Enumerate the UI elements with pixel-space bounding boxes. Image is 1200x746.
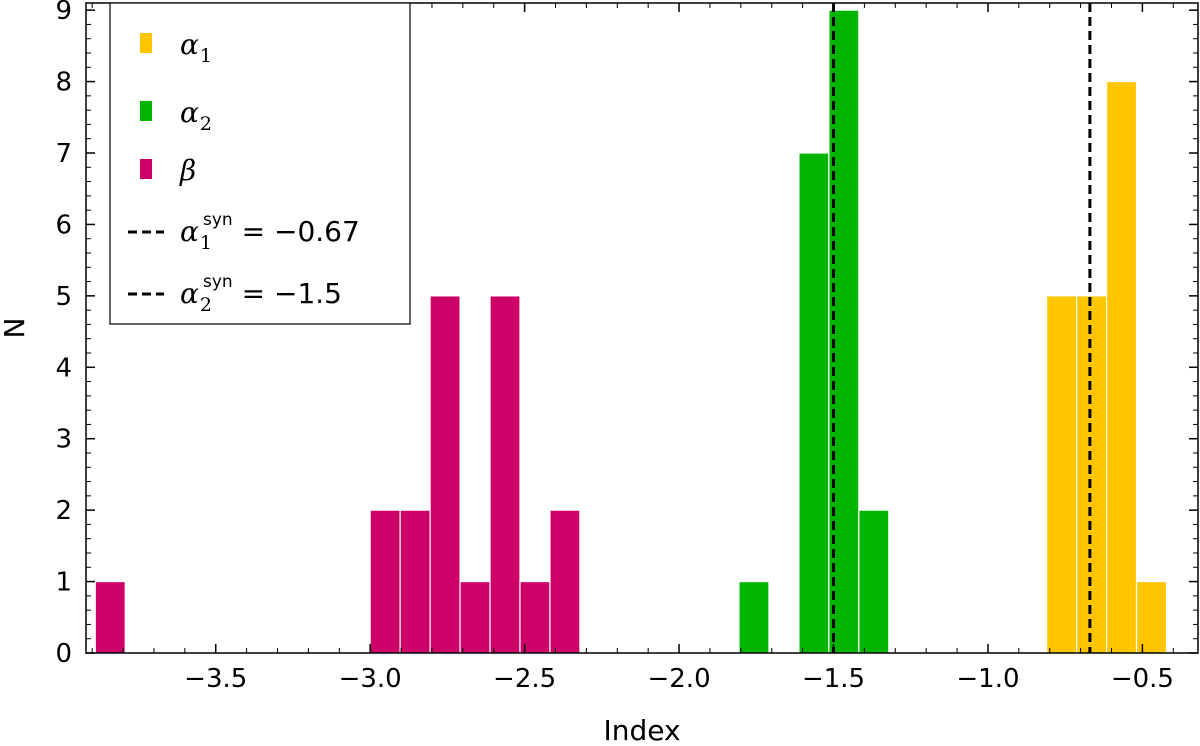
legend-label-alpha-2-syn: α2syn = −1.5 [180,272,342,316]
plot-frame [85,2,1199,654]
x-tick-label: −3.0 [339,664,402,694]
x-tick-label: −1.0 [956,664,1019,694]
bar-alpha1-2 [1105,80,1138,654]
legend: α1 α2 β α1syn = −0.67 α2syn = −1.5 [109,2,411,325]
bar-alpha1-1 [1076,295,1108,654]
legend-label-beta: β [179,154,196,187]
legend-label-alpha-1-syn: α1syn = −0.67 [180,210,360,254]
bar-alpha2-1 [798,152,830,654]
bar-beta-1 [369,509,401,654]
legend-swatch-alpha2 [140,101,152,121]
y-tick-label: 5 [55,282,72,312]
y-tick-label: 2 [55,496,72,526]
legend-swatch-alpha1 [140,33,152,53]
bar-beta-0 [94,580,126,654]
y-tick-label: 4 [55,353,72,383]
bar-beta-7 [549,509,581,654]
x-axis-ticks: −3.5 −3.0 −2.5 −2.0 −1.5 −1.0 −0.5 [91,3,1174,694]
legend-box [109,2,411,325]
bar-alpha2-0 [738,580,770,654]
bar-beta-2 [399,509,431,654]
bar-alpha1-0 [1046,295,1078,654]
y-tick-label: 6 [55,210,72,240]
bar-beta-3 [429,295,461,654]
legend-label-alpha2: α2 [180,96,212,135]
legend-swatch-beta [140,159,152,179]
bar-alpha1-3 [1135,580,1168,654]
y-tick-label: 0 [55,639,72,669]
bar-beta-6 [519,580,551,654]
x-axis-title: Index [603,714,680,746]
bar-beta-5 [489,295,521,654]
x-tick-label: −3.5 [184,664,247,694]
bar-beta-4 [459,580,491,654]
y-tick-label: 3 [55,425,72,455]
y-tick-label: 7 [55,139,72,169]
x-tick-label: −2.5 [493,664,556,694]
bar-alpha2-3 [858,509,890,654]
reference-lines-layer [832,3,1092,653]
y-tick-label: 9 [55,0,72,26]
y-axis-ticks: 0 1 2 3 4 5 6 7 8 9 [55,0,1198,669]
y-axis-title: N [0,318,31,339]
x-tick-label: −0.5 [1111,664,1174,694]
y-tick-label: 8 [55,68,72,98]
x-tick-label: −1.5 [802,664,865,694]
bars-layer [94,9,1168,654]
y-tick-label: 1 [55,568,72,598]
legend-label-alpha1: α1 [180,28,212,67]
x-tick-label: −2.0 [647,664,710,694]
